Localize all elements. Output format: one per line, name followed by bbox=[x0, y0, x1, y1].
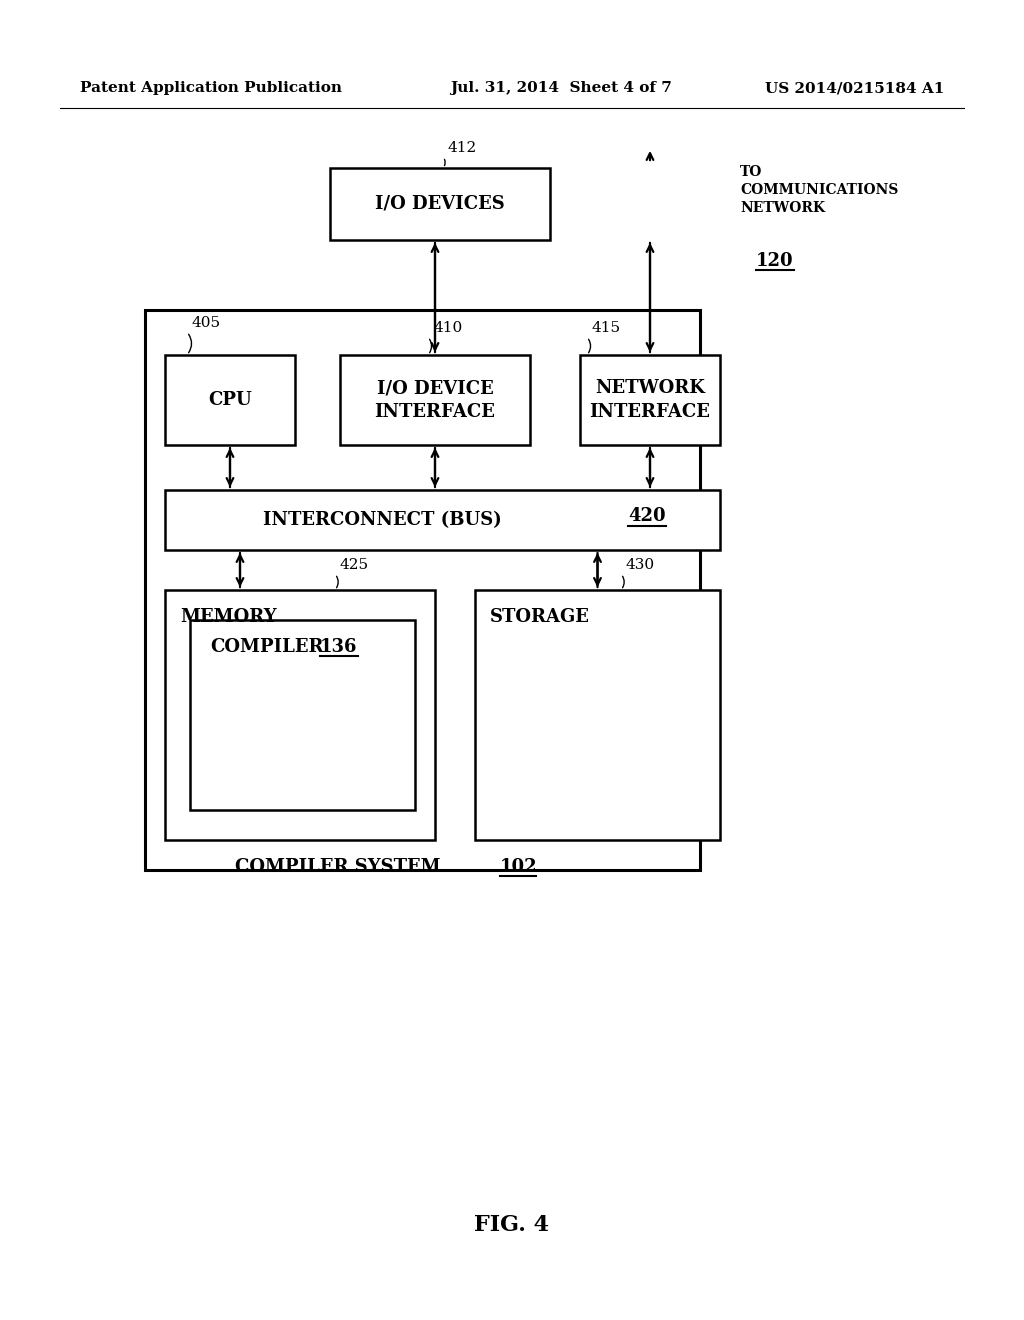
Bar bbox=[145, 310, 700, 870]
Text: 420: 420 bbox=[628, 507, 666, 525]
Text: 405: 405 bbox=[193, 315, 221, 330]
Bar bbox=[165, 590, 435, 840]
Bar bbox=[183, 337, 313, 426]
Text: MEMORY: MEMORY bbox=[180, 609, 276, 626]
Text: 415: 415 bbox=[592, 321, 622, 335]
Bar bbox=[171, 348, 301, 440]
Text: Jul. 31, 2014  Sheet 4 of 7: Jul. 31, 2014 Sheet 4 of 7 bbox=[451, 81, 673, 95]
Bar bbox=[475, 590, 720, 840]
Bar bbox=[177, 343, 307, 433]
Text: 430: 430 bbox=[626, 558, 655, 572]
Bar bbox=[330, 168, 550, 240]
Text: 410: 410 bbox=[433, 321, 462, 335]
Bar bbox=[340, 355, 530, 445]
Bar bbox=[165, 490, 720, 550]
Text: I/O DEVICE
INTERFACE: I/O DEVICE INTERFACE bbox=[375, 379, 496, 421]
Text: CPU: CPU bbox=[208, 391, 252, 409]
Text: US 2014/0215184 A1: US 2014/0215184 A1 bbox=[765, 81, 944, 95]
Text: 120: 120 bbox=[756, 252, 794, 271]
Text: INTERCONNECT (BUS): INTERCONNECT (BUS) bbox=[263, 511, 502, 529]
Text: I/O DEVICES: I/O DEVICES bbox=[375, 195, 505, 213]
Text: 412: 412 bbox=[449, 141, 477, 154]
Text: COMPILER SYSTEM: COMPILER SYSTEM bbox=[234, 858, 440, 876]
Text: Patent Application Publication: Patent Application Publication bbox=[80, 81, 342, 95]
Bar bbox=[165, 355, 295, 445]
Text: TO
COMMUNICATIONS
NETWORK: TO COMMUNICATIONS NETWORK bbox=[740, 165, 898, 215]
Text: 136: 136 bbox=[319, 638, 357, 656]
Text: 102: 102 bbox=[500, 858, 538, 876]
Text: COMPILER: COMPILER bbox=[210, 638, 324, 656]
Bar bbox=[580, 355, 720, 445]
Text: FIG. 4: FIG. 4 bbox=[474, 1214, 550, 1236]
Text: NETWORK
INTERFACE: NETWORK INTERFACE bbox=[590, 379, 711, 421]
Bar bbox=[190, 620, 415, 810]
Text: 425: 425 bbox=[340, 558, 369, 572]
Text: STORAGE: STORAGE bbox=[490, 609, 590, 626]
